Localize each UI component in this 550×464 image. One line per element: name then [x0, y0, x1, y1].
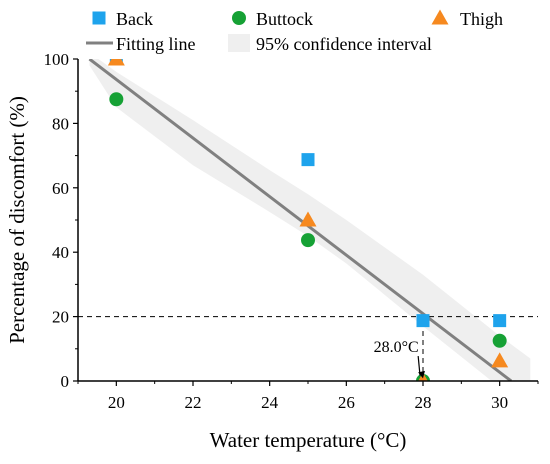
x-tick-label-20: 20 — [108, 393, 125, 412]
point-back-1 — [301, 153, 315, 167]
y-tick-label-0: 0 — [61, 372, 70, 391]
point-buttock-1 — [301, 233, 315, 248]
legend-label-fitting-line: Fitting line — [116, 34, 196, 54]
legend-marker-confidence-band — [228, 34, 250, 52]
x-tick-label-24: 24 — [261, 393, 279, 412]
y-tick-label-40: 40 — [52, 243, 69, 262]
point-back-3 — [493, 314, 507, 328]
x-tick-label-26: 26 — [338, 393, 355, 412]
x-tick-label-22: 22 — [185, 393, 202, 412]
point-buttock-0 — [109, 92, 124, 107]
annotation-arrow-head — [418, 370, 425, 379]
fitting-line — [88, 59, 513, 381]
legend-marker-buttock — [232, 11, 246, 25]
legend-label-back: Back — [116, 9, 153, 29]
y-tick-label-60: 60 — [52, 179, 69, 198]
y-tick-label-20: 20 — [52, 308, 69, 327]
point-thigh-0 — [107, 59, 125, 66]
y-tick-label-80: 80 — [52, 114, 69, 133]
point-thigh-3 — [491, 352, 509, 368]
legend-label-thigh: Thigh — [460, 9, 503, 29]
x-axis-title: Water temperature (°C) — [210, 428, 407, 452]
y-tick-label-100: 100 — [44, 50, 70, 69]
legend-label-buttock: Buttock — [256, 9, 313, 29]
legend-marker-back — [92, 11, 106, 25]
x-tick-label-28: 28 — [415, 393, 432, 412]
point-buttock-3 — [492, 333, 507, 348]
annotation-label: 28.0°C — [374, 339, 419, 356]
legend-label-confidence-band: 95% confidence interval — [256, 34, 432, 54]
point-back-2 — [416, 314, 430, 328]
point-thigh-1 — [299, 211, 317, 227]
plot-area — [78, 59, 538, 381]
legend: Back Buttock Thigh Fitting line 95% confiden… — [86, 9, 503, 54]
x-tick-label-30: 30 — [491, 393, 508, 412]
y-axis-title: Percentage of discomfort (%) — [5, 96, 29, 344]
legend-marker-thigh — [431, 9, 449, 25]
